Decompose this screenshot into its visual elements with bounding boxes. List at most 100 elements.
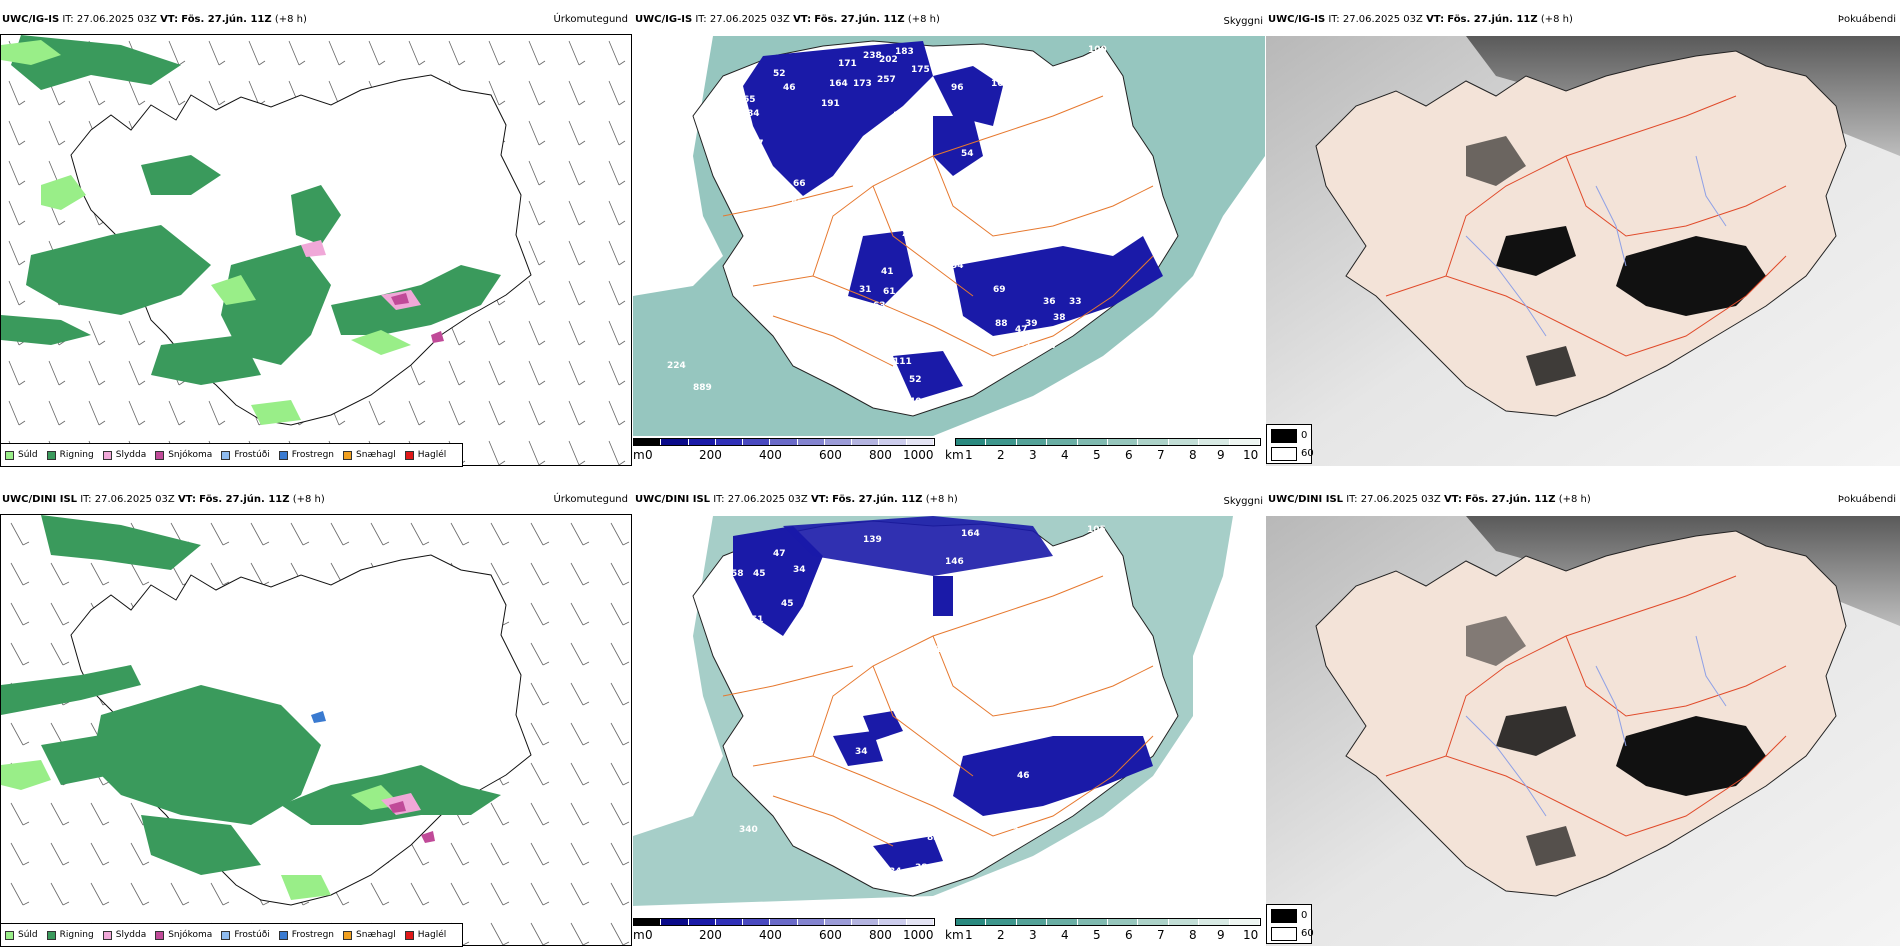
colorbar-tick: 8 bbox=[1189, 928, 1197, 942]
cloud-base-value: 45 bbox=[1087, 707, 1100, 717]
colorbar-segment bbox=[688, 919, 716, 925]
cloud-base-value: 397 bbox=[961, 355, 980, 365]
cloud-base-value: 58 bbox=[731, 569, 744, 579]
roads bbox=[722, 575, 1154, 847]
cloud-base-value: 889 bbox=[693, 383, 712, 393]
cloud-base-value: 102 bbox=[893, 111, 912, 121]
legend-item-snow-pellets: Snæhagl bbox=[343, 450, 396, 460]
precip-map[interactable] bbox=[0, 514, 632, 946]
colorbar-tick: 800 bbox=[869, 448, 892, 462]
swatch bbox=[46, 450, 56, 460]
colorbar-segment bbox=[1016, 439, 1048, 445]
swatch bbox=[278, 930, 288, 940]
fog-map[interactable] bbox=[1266, 36, 1900, 466]
cloud-base-map[interactable]: 105 139 164 146 47 101 99 123 34 97 84 45 45 58 45 79 99… bbox=[633, 516, 1265, 916]
cloud-base-value: 79 bbox=[901, 229, 914, 239]
colorbar-tick: 600 bbox=[819, 448, 842, 462]
swatch bbox=[46, 930, 56, 940]
cloud-base-value: 29 bbox=[1013, 827, 1026, 837]
panel-variable-label: Skyggni bbox=[1223, 496, 1263, 507]
cloud-base-value: 73 bbox=[925, 809, 938, 819]
cloud-base-value: 52 bbox=[773, 69, 786, 79]
colorbar-segment bbox=[743, 439, 771, 445]
colorbar-segment bbox=[1016, 919, 1048, 925]
colorbar-unit: km bbox=[945, 448, 964, 462]
panel-variable-label: Þokuábendi bbox=[1837, 14, 1896, 25]
colorbar-tick: 7 bbox=[1157, 928, 1165, 942]
cloud-base-map[interactable]: 100 238 183 202 171 175 144 52 46 164 173 191 257 96 1… bbox=[633, 36, 1265, 436]
legend-item-snow: Snjókoma bbox=[155, 930, 212, 940]
fog-map[interactable] bbox=[1266, 516, 1900, 946]
colorbar-segment bbox=[797, 919, 825, 925]
precip-map[interactable] bbox=[0, 34, 632, 466]
colorbar-segment bbox=[906, 439, 934, 445]
swatch bbox=[155, 930, 165, 940]
colorbar-tick: 4 bbox=[1061, 448, 1069, 462]
cloud-base-value: 69 bbox=[931, 199, 944, 209]
colorbar-segment bbox=[1168, 919, 1200, 925]
low-cloud-base-areas bbox=[743, 41, 1163, 401]
freezing-rain-areas bbox=[311, 711, 326, 723]
cloud-base-value: 47 bbox=[1015, 325, 1028, 335]
colorbar-segment bbox=[1047, 439, 1078, 445]
colorbar-segment bbox=[661, 919, 689, 925]
cloud-base-value: 191 bbox=[821, 99, 840, 109]
cloud-base-value: 68 bbox=[831, 629, 844, 639]
colorbar-segment bbox=[824, 919, 853, 925]
colorbar-tick: 1000 bbox=[903, 448, 934, 462]
cloud-base-value: 96 bbox=[951, 83, 964, 93]
cloud-base-value: 27 bbox=[1045, 341, 1058, 351]
cloud-base-value: 238 bbox=[863, 51, 882, 61]
precip-type-panel-row1: UWC/IG-IS IT: 27.06.2025 03Z VT: Fös. 27… bbox=[0, 10, 632, 467]
cloud-base-value: 45 bbox=[821, 589, 834, 599]
colorbar-segment bbox=[1229, 919, 1261, 925]
legend-item-drizzle: Súld bbox=[5, 450, 38, 460]
colorbar-unit: km bbox=[945, 928, 964, 942]
colorbar-segment bbox=[986, 919, 1017, 925]
colorbar-tick: 7 bbox=[1157, 448, 1165, 462]
fog-areas bbox=[1466, 136, 1766, 386]
panel-title: UWC/DINI ISL IT: 27.06.2025 03Z VT: Fös.… bbox=[1268, 494, 1591, 505]
colorbar-segment bbox=[797, 439, 825, 445]
cloud-base-value: 224 bbox=[667, 361, 686, 371]
cloud-base-value: 33 bbox=[1069, 297, 1082, 307]
fog-indicator-panel-row2: UWC/DINI ISL IT: 27.06.2025 03Z VT: Fös.… bbox=[1266, 490, 1900, 946]
cloud-base-value: 55 bbox=[785, 643, 798, 653]
legend-item-snow: Snjókoma bbox=[155, 450, 212, 460]
cloud-base-value: 81 bbox=[717, 605, 730, 615]
cloud-base-value: 144 bbox=[949, 57, 968, 67]
legend-item-freezing-drizzle: Frostúði bbox=[221, 450, 270, 460]
cloud-base-value: 40 bbox=[909, 397, 922, 407]
cloud-base-value: 83 bbox=[927, 833, 940, 843]
swatch bbox=[343, 450, 353, 460]
legend-item-hail: Haglél bbox=[404, 930, 446, 940]
panel-variable-label: Úrkomutegund bbox=[553, 494, 628, 505]
cloud-visibility-panel-row2: UWC/DINI ISL IT: 27.06.2025 03Z VT: Fös.… bbox=[633, 490, 1265, 946]
cloud-base-value: 61 bbox=[883, 287, 896, 297]
colorbar-tick: 4 bbox=[1061, 928, 1069, 942]
drizzle-areas bbox=[1, 40, 411, 425]
colorbar-tick: 3 bbox=[1029, 928, 1037, 942]
cloud-base-value: 50 bbox=[929, 771, 942, 781]
cloud-base-value: 36 bbox=[1043, 297, 1056, 307]
fog-legend: 0 60 bbox=[1266, 424, 1314, 464]
colorbar-segment bbox=[1077, 919, 1109, 925]
cloud-base-value: 97 bbox=[981, 577, 994, 587]
cloud-base-value: 38 bbox=[915, 863, 928, 873]
colorbar-strip bbox=[633, 438, 935, 446]
cloud-base-value: 54 bbox=[951, 261, 964, 271]
rivers bbox=[1465, 155, 1727, 337]
cloud-base-value: 40 bbox=[973, 329, 986, 339]
swatch bbox=[404, 930, 414, 940]
legend-swatch bbox=[1271, 927, 1297, 941]
legend-item-rain: Rigning bbox=[46, 450, 94, 460]
colorbar-segment bbox=[743, 919, 771, 925]
legend-item-snow-pellets: Snæhagl bbox=[343, 930, 396, 940]
visibility-colorbar: km 1 2 3 4 5 6 7 8 9 10 bbox=[945, 438, 1265, 464]
colorbar-segment bbox=[715, 439, 744, 445]
colorbar-tick: 1 bbox=[965, 928, 973, 942]
legend-label: 0 bbox=[1301, 910, 1308, 921]
fog-areas bbox=[1466, 616, 1766, 866]
